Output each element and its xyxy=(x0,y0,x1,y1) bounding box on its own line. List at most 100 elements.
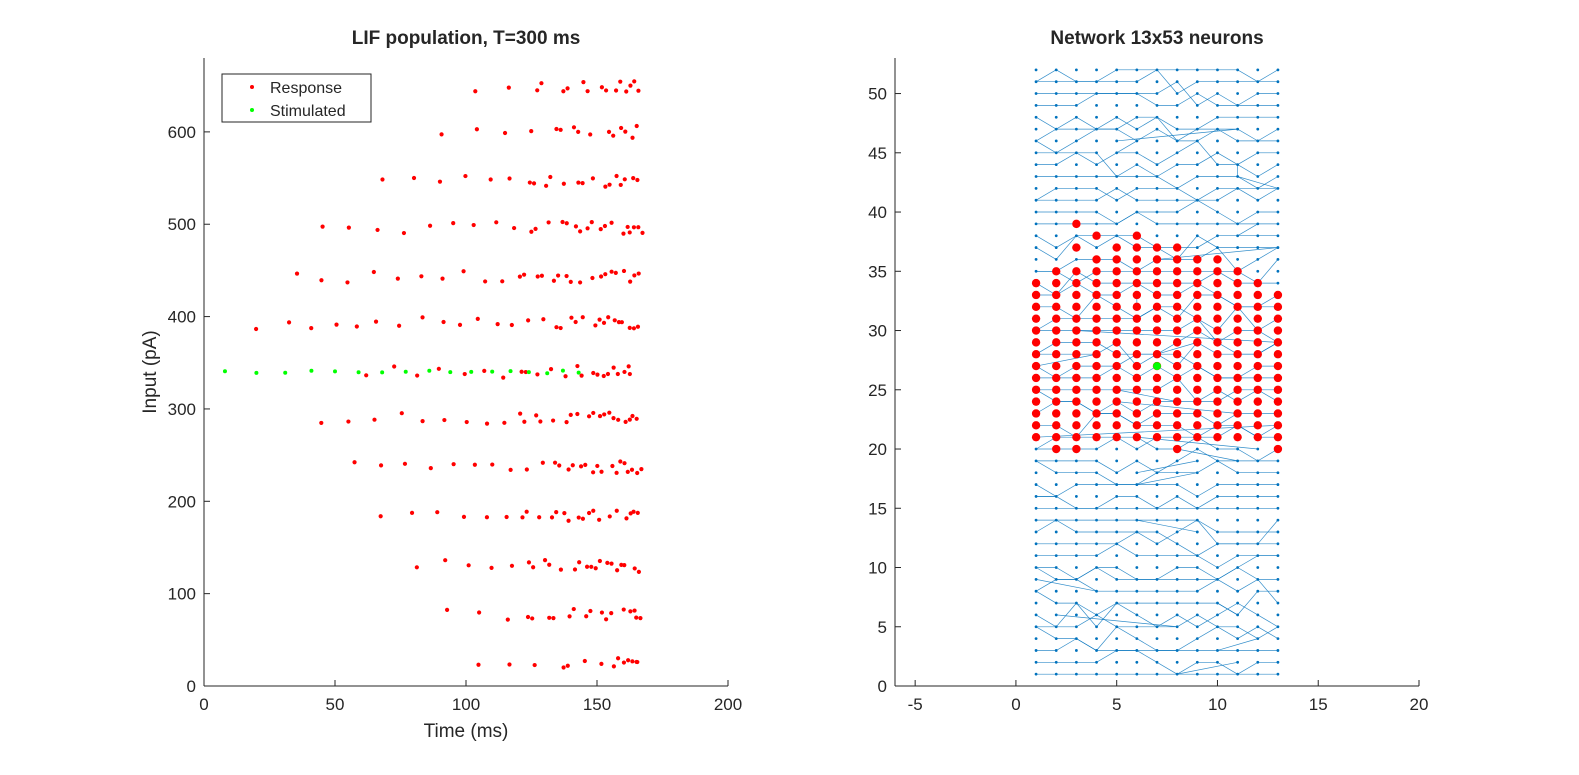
active-neuron-point xyxy=(1273,432,1283,442)
network-neuron-point xyxy=(1074,577,1078,581)
network-neuron-point xyxy=(1195,92,1199,95)
response-spike-point xyxy=(601,373,606,379)
network-neuron-point xyxy=(1135,92,1139,95)
network-neuron-point xyxy=(1236,447,1240,451)
response-spike-point xyxy=(502,420,507,425)
response-spike-point xyxy=(518,411,523,416)
response-spike-point xyxy=(603,88,609,93)
active-neuron-point xyxy=(1213,338,1222,347)
response-spike-point xyxy=(635,659,640,665)
network-neuron-point xyxy=(1135,198,1139,202)
active-neuron-point xyxy=(1172,255,1182,264)
network-neuron-point xyxy=(1195,542,1199,546)
response-spike-point xyxy=(494,220,499,225)
network-neuron-point xyxy=(1155,625,1159,629)
active-neuron-point xyxy=(1132,361,1142,371)
response-spike-point xyxy=(537,515,542,520)
stimulated-spike-point xyxy=(222,369,227,374)
response-spike-point xyxy=(546,220,551,225)
x-tick-label: 200 xyxy=(714,695,742,714)
response-spike-point xyxy=(560,219,565,225)
response-spike-point xyxy=(628,83,633,88)
network-neuron-point xyxy=(1256,542,1260,546)
chart-title: LIF population, T=300 ms xyxy=(352,28,581,49)
network-neuron-point xyxy=(1034,589,1038,593)
response-spike-point xyxy=(524,467,529,472)
network-neuron-point xyxy=(1175,483,1179,486)
response-spike-point xyxy=(586,414,592,419)
network-neuron-point xyxy=(1276,672,1280,676)
response-spike-point xyxy=(415,373,420,378)
response-spike-point xyxy=(603,184,608,189)
active-neuron-point xyxy=(1233,421,1242,430)
network-neuron-point xyxy=(1054,68,1058,72)
response-spike-point xyxy=(521,272,527,277)
response-spike-point xyxy=(309,326,314,331)
network-neuron-point xyxy=(1236,649,1240,652)
response-spike-point xyxy=(501,375,506,380)
response-spike-point xyxy=(568,412,573,417)
network-neuron-point xyxy=(1135,566,1139,569)
network-nodes xyxy=(1034,68,1280,676)
response-spike-point xyxy=(631,225,637,230)
active-neuron-point xyxy=(1052,267,1061,276)
response-spike-point xyxy=(627,417,632,422)
response-spike-point xyxy=(576,129,581,134)
network-neuron-point xyxy=(1195,637,1199,641)
network-neuron-point xyxy=(1236,495,1240,498)
x-tick-label: 10 xyxy=(1208,695,1227,714)
network-neuron-point xyxy=(1256,222,1260,226)
response-spike-point xyxy=(517,274,522,279)
network-neuron-point xyxy=(1074,471,1078,475)
active-neuron-point xyxy=(1072,350,1081,359)
network-neuron-point xyxy=(1195,234,1199,238)
response-spike-point xyxy=(443,558,448,563)
response-spike-point xyxy=(509,563,515,568)
active-neuron-point xyxy=(1233,326,1242,335)
active-neuron-point xyxy=(1092,432,1101,442)
network-neuron-point xyxy=(1034,554,1038,558)
network-neuron-point xyxy=(1034,151,1038,155)
x-tick-label: 50 xyxy=(326,695,345,714)
response-spike-point xyxy=(564,221,569,226)
response-spike-point xyxy=(371,269,376,275)
response-spike-point xyxy=(621,268,627,274)
response-spike-point xyxy=(484,421,490,426)
response-spike-point xyxy=(551,616,556,621)
active-neuron-point xyxy=(1193,338,1202,347)
network-neuron-point xyxy=(1095,80,1098,84)
network-neuron-point xyxy=(1135,163,1139,167)
response-spike-point xyxy=(601,320,607,325)
network-neuron-point xyxy=(1054,459,1058,463)
stimulated-spike-point xyxy=(526,370,531,375)
network-neuron-point xyxy=(1256,163,1260,167)
network-neuron-point xyxy=(1095,222,1098,226)
active-neuron-point xyxy=(1132,278,1142,288)
network-neuron-point xyxy=(1115,649,1119,652)
legend-marker-stimulated xyxy=(250,108,254,112)
network-neuron-point xyxy=(1054,613,1058,617)
network-neuron-point xyxy=(1034,506,1038,510)
active-neuron-point xyxy=(1152,302,1162,312)
network-neuron-point xyxy=(1074,566,1078,569)
network-neuron-point xyxy=(1216,495,1219,498)
active-neuron-point xyxy=(1172,290,1182,300)
network-neuron-point xyxy=(1195,660,1199,664)
network-neuron-point xyxy=(1115,542,1119,546)
response-spike-point xyxy=(612,318,617,323)
network-neuron-point xyxy=(1236,198,1240,202)
network-neuron-point xyxy=(1054,210,1058,214)
network-neuron-point xyxy=(1095,483,1098,486)
response-spike-point xyxy=(401,230,407,236)
active-neuron-point xyxy=(1253,385,1262,394)
response-spike-point xyxy=(544,183,549,188)
response-spike-point xyxy=(634,123,639,129)
active-neuron-point xyxy=(1072,409,1081,418)
network-neuron-point xyxy=(1195,589,1199,593)
network-neuron-point xyxy=(1155,483,1159,486)
response-spike-point xyxy=(294,271,300,276)
network-neuron-point xyxy=(1115,198,1119,202)
x-tick-label: 150 xyxy=(583,695,611,714)
network-neuron-point xyxy=(1216,103,1219,107)
network-neuron-point xyxy=(1195,115,1199,119)
